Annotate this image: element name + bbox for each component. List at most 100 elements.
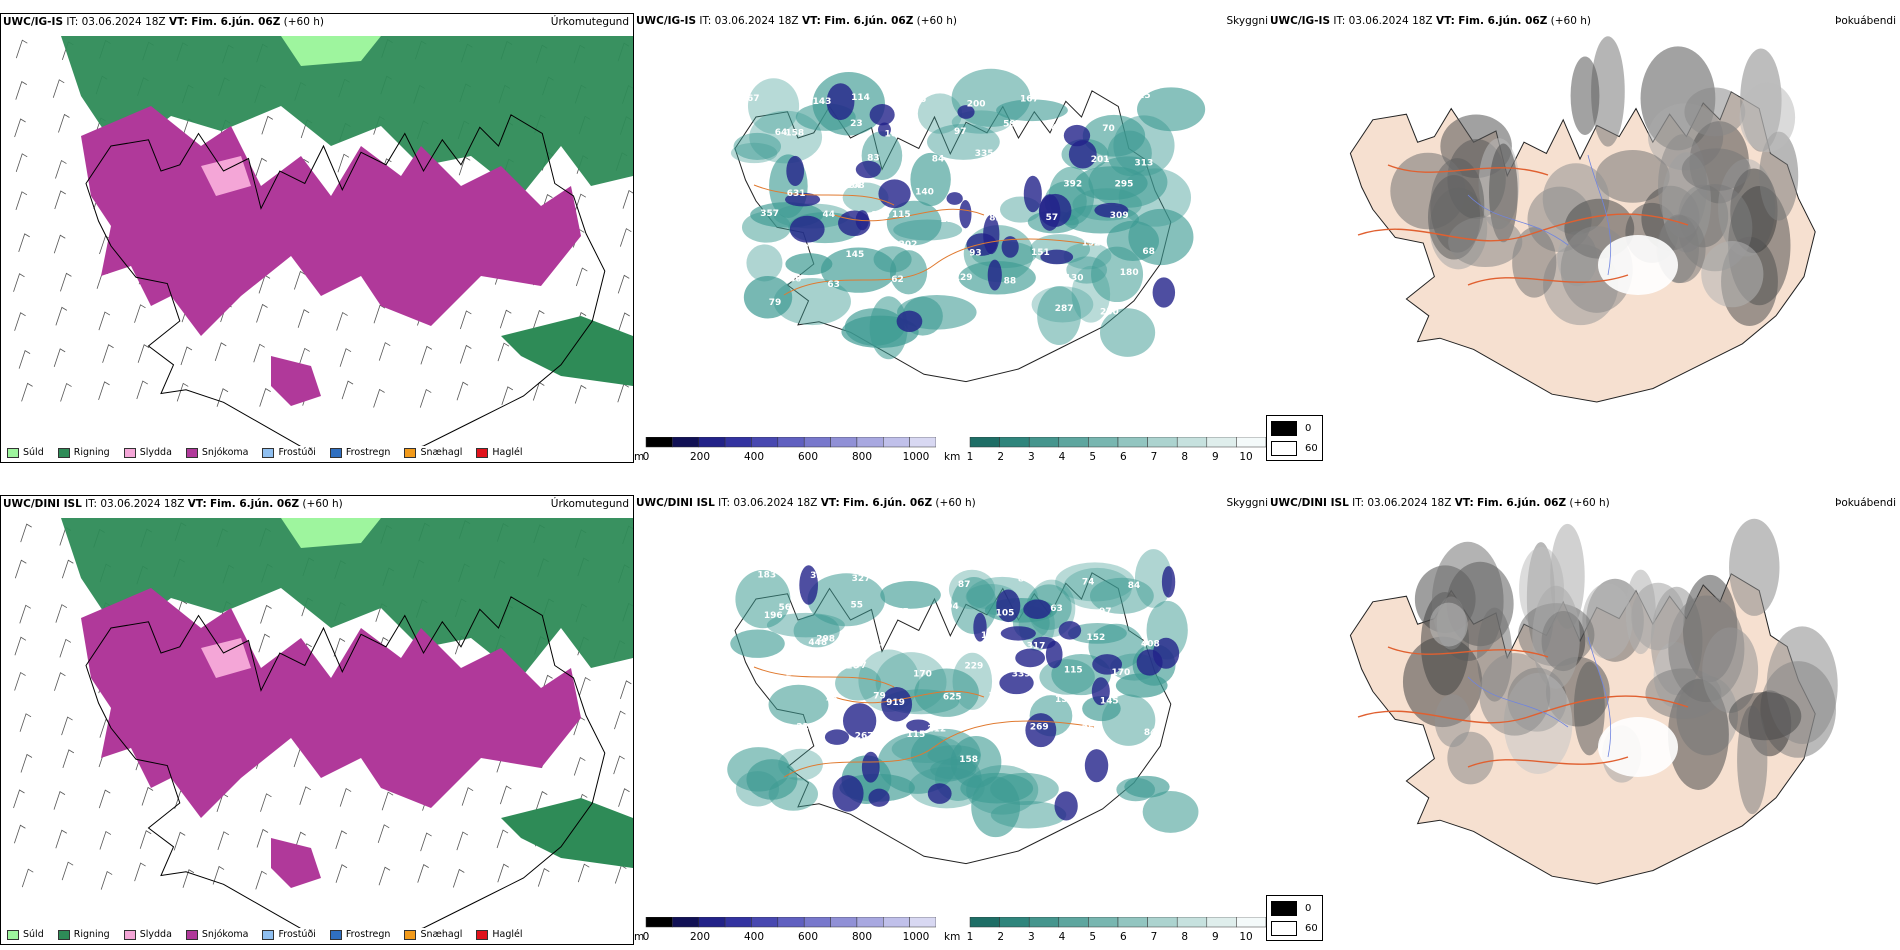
fog-patch [1739, 82, 1796, 152]
legend-swatch [476, 447, 489, 458]
wind-barb [61, 559, 74, 579]
visibility-patch [1089, 577, 1154, 615]
visibility-patch [1071, 265, 1111, 323]
wind-barb [19, 604, 31, 624]
visibility-unit: km [944, 931, 961, 943]
ceiling-label: 269 [1030, 723, 1049, 733]
fog-legend-black-label: 0 [1305, 422, 1312, 434]
fog-legend: 0 60 [1266, 415, 1323, 461]
legend-label: Frostregn [345, 447, 391, 458]
cloud-base-patch [959, 199, 972, 229]
legend-label: Frostúði [278, 929, 316, 940]
colorbar-cell [751, 917, 779, 928]
ceiling-label: 298 [816, 635, 835, 645]
visibility-patch [820, 247, 897, 293]
fog-patch [1729, 518, 1780, 616]
fog-legend-black-label: 0 [1305, 902, 1312, 914]
visibility-patch [1113, 115, 1175, 176]
wind-barb [60, 382, 72, 402]
cloud-base-patch [1040, 249, 1074, 265]
wind-barb [15, 39, 28, 59]
wind-barb [134, 304, 146, 323]
wind-barb [53, 791, 66, 810]
wind-barb [55, 604, 68, 623]
colorbar-tick: 2 [997, 451, 1004, 463]
wind-barb [339, 787, 352, 807]
precip-map [13, 518, 633, 928]
cloud-base-patch [878, 122, 891, 137]
wind-barb [180, 346, 193, 366]
cloud-base-patch [1015, 648, 1046, 668]
cloud-base-patch [1094, 202, 1129, 218]
colorbar-cell [883, 437, 910, 448]
cloud-base-patch [1045, 640, 1063, 669]
wind-barb [333, 637, 346, 657]
visibility-patch [785, 253, 833, 276]
wind-barb [419, 388, 432, 408]
wind-barb [98, 381, 110, 401]
fog-patch [1434, 694, 1471, 748]
wind-barb [14, 636, 27, 656]
colorbar-cell [969, 917, 1000, 928]
ceiling-label: 81 [819, 149, 832, 159]
wind-barb [261, 115, 274, 135]
ceiling-label: 126 [840, 662, 859, 672]
ceiling-label: 52 [929, 277, 942, 287]
colorbar-cell [1117, 437, 1148, 448]
ceiling-label: 105 [885, 130, 904, 140]
legend-item: Rigning [57, 447, 110, 458]
ceiling-label: 75 [896, 608, 909, 618]
ceiling-label: 223 [941, 215, 960, 225]
wind-barb [499, 785, 512, 805]
legend-item: Frostúði [262, 929, 316, 940]
ceiling-label: 23 [850, 119, 863, 129]
legend-swatch [404, 447, 417, 458]
colorbar-tick: 5 [1089, 451, 1096, 463]
cloud-base-patch [966, 233, 997, 256]
legend-swatch [7, 447, 19, 458]
wind-barb [499, 309, 512, 329]
ceiling-label: 62 [891, 275, 904, 285]
visibility-map: 183 33 327 129 87 88 74 84 56 55 75 104 105 63 97 196 29… [727, 549, 1199, 865]
colorbar-tick: 600 [797, 931, 819, 943]
legend-label: Snjókoma [201, 447, 249, 458]
cloud-base-patch [878, 179, 911, 209]
road-lines [1357, 646, 1689, 768]
wind-barb [614, 864, 627, 884]
ceiling-label: 105 [996, 608, 1015, 618]
wind-barb [420, 345, 433, 365]
river-lines [1467, 636, 1612, 758]
ceiling-label: 93 [969, 248, 982, 258]
fog-patch [1684, 87, 1746, 137]
panel-title: UWC/IG-IS IT: 03.06.2024 18Z VT: Fim. 6.… [1270, 15, 1592, 27]
fog-patch [1570, 56, 1600, 135]
ceiling-label: 919 [886, 698, 905, 708]
cloud-base-patch [1161, 566, 1176, 598]
wind-barb [579, 676, 591, 696]
precip-legend: Súld Rigning Slydda Snjókoma Frostúði Frostre… [7, 929, 523, 940]
wind-barb [253, 343, 265, 363]
legend-item: Slydda [123, 929, 172, 940]
ceiling-label: 196 [764, 611, 783, 621]
colorbar-cell [883, 917, 910, 928]
ceiling-label: 202 [899, 240, 918, 250]
colorbar-cell [777, 437, 805, 448]
visibility-patch [743, 275, 793, 319]
visibility-patch [747, 78, 800, 134]
colorbar-cell [1236, 437, 1266, 448]
fog-patch [1573, 661, 1605, 756]
wind-barb [458, 156, 471, 176]
visibility-patch [1062, 567, 1132, 610]
ceiling-label: 152 [1087, 633, 1106, 643]
fog-patch [1429, 602, 1468, 647]
visibility-patch [1055, 562, 1135, 602]
legend-item: Frostúði [262, 447, 316, 458]
wind-barb [619, 680, 632, 700]
ceiling-label: 158 [959, 755, 978, 765]
ceiling-label: 486 [783, 274, 802, 284]
colorbar-cell [856, 437, 884, 448]
visibility-patch [735, 569, 791, 629]
colorbar-tick: 0 [642, 931, 650, 943]
fog-patch [1582, 583, 1633, 659]
ceiling-label: 45 [993, 299, 1006, 309]
